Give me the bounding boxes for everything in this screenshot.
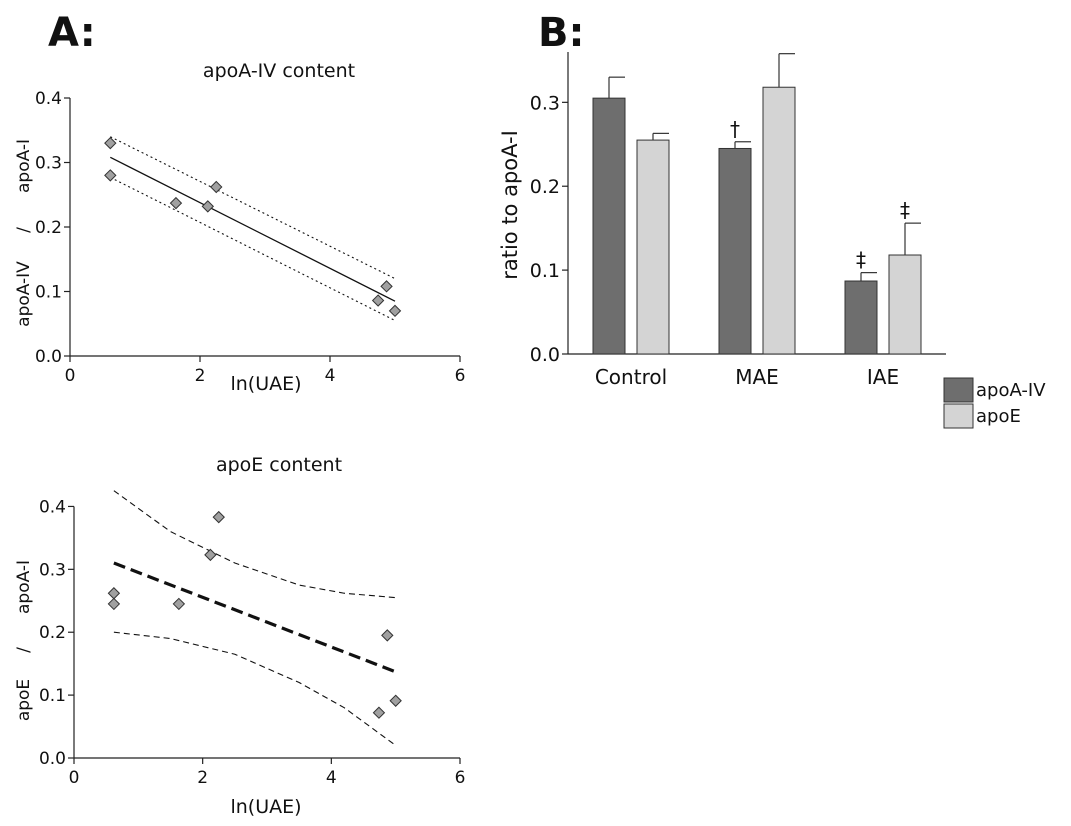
legend-swatch-apoa4 [943, 377, 974, 403]
x-axis-label: ln(UAE) [230, 796, 301, 818]
bar [636, 139, 670, 355]
x-axis-label: ln(UAE) [230, 373, 301, 395]
data-point [389, 694, 402, 707]
y-axis-label-bottom: apoA-IV [14, 261, 34, 327]
y-axis-label: ratio to apoA-I [498, 130, 522, 280]
data-point [372, 706, 386, 719]
apoa4-scatter-chart: apoA-IV content ln(UAE) apoA-IV / apoA-I… [14, 60, 465, 395]
y-tick-label: 0.1 [39, 686, 66, 706]
data-point [212, 510, 225, 524]
data-point [380, 280, 393, 293]
y-tick-label: 0.3 [35, 154, 62, 174]
x-tick-label: 0 [69, 768, 80, 788]
data-point [381, 629, 394, 642]
category-label: MAE [735, 365, 779, 389]
y-tick-label: 0.4 [35, 89, 62, 109]
bar [718, 147, 752, 355]
significance-marker: † [730, 117, 740, 141]
y-axis-label-top: apoA-I [14, 560, 34, 614]
panel-label-b: B: [538, 10, 584, 56]
bar [592, 97, 626, 355]
regression-line [110, 156, 396, 302]
plot-area: 0.0 0.1 0.2 0.3 0.4 0 2 4 6 [35, 89, 465, 386]
data-point [107, 587, 121, 600]
data-point [104, 169, 117, 182]
data-point [210, 180, 223, 194]
bar [844, 280, 878, 355]
plot-area: 0.0 0.1 0.2 0.3 Control MAE † IAE ‡ ‡ [530, 52, 946, 389]
data-point [172, 597, 186, 611]
y-tick-label: 0.2 [35, 218, 62, 238]
y-axis-label-separator: / [14, 227, 34, 233]
y-tick-label: 0.4 [39, 497, 66, 517]
y-tick-label: 0.0 [530, 344, 560, 366]
y-axis-label-top: apoA-I [14, 139, 34, 193]
y-tick-label: 0.2 [39, 623, 66, 643]
category-label: IAE [867, 365, 899, 389]
chart-title: apoA-IV content [203, 60, 355, 82]
y-tick-label: 0.1 [35, 283, 62, 303]
ci-lower-line [113, 631, 396, 746]
plot-area: 0.0 0.1 0.2 0.3 0.4 0 2 4 6 [39, 490, 466, 788]
x-tick-label: 2 [195, 366, 206, 386]
y-tick-label: 0.0 [39, 749, 66, 769]
chart-title: apoE content [216, 454, 342, 476]
y-axis-label-bottom: apoE [14, 679, 34, 721]
legend-label-apoa4: apoA-IV [976, 380, 1046, 401]
legend-swatch-apoe [943, 403, 974, 429]
y-tick-label: 0.0 [35, 347, 62, 367]
legend: apoA-IV apoE [943, 377, 1046, 429]
significance-marker: ‡ [900, 198, 910, 222]
x-tick-label: 6 [455, 366, 466, 386]
ratio-bar-chart: ratio to apoA-I 0.0 0.1 0.2 0.3 Control MAE † I… [498, 52, 1046, 429]
y-tick-label: 0.3 [530, 92, 560, 114]
bar [888, 254, 922, 355]
significance-marker: ‡ [856, 248, 866, 272]
y-axis-label-separator: / [14, 647, 34, 653]
x-tick-label: 6 [455, 768, 466, 788]
data-point [104, 136, 117, 150]
data-point [107, 597, 121, 611]
data-point [204, 548, 217, 562]
y-tick-label: 0.1 [530, 260, 560, 282]
legend-label-apoe: apoE [976, 406, 1021, 427]
x-tick-label: 4 [326, 768, 337, 788]
data-point [371, 294, 385, 307]
ci-upper-line [110, 136, 396, 280]
apoe-scatter-chart: apoE content ln(UAE) apoE / apoA-I 0.00.… [14, 454, 465, 818]
ci-lower-line [110, 176, 396, 322]
x-tick-label: 2 [197, 768, 208, 788]
regression-line [113, 561, 397, 674]
y-tick-label: 0.3 [39, 560, 66, 580]
bar [762, 86, 796, 355]
data-point [169, 196, 183, 210]
data-point [388, 304, 402, 318]
panel-label-a: A: [48, 10, 96, 56]
ci-upper-line [113, 490, 396, 599]
data-point [201, 200, 215, 213]
x-tick-label: 4 [325, 366, 336, 386]
y-tick-label: 0.2 [530, 176, 560, 198]
x-tick-label: 0 [65, 366, 76, 386]
category-label: Control [595, 365, 667, 389]
